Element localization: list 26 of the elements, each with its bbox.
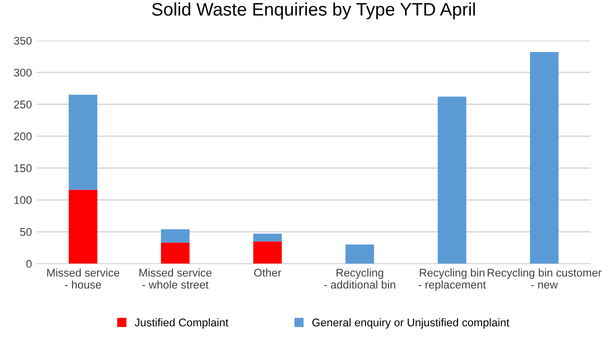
bar [530,52,559,264]
y-tick-label: 200 [14,132,32,140]
bar [160,229,190,243]
bar [68,190,98,264]
bar [68,94,98,190]
legend-label: Justified Complaint [134,318,228,329]
bar [345,244,374,264]
y-tick-label: 150 [14,164,32,172]
legend-label: General enquiry or Unjustified complaint [312,318,510,329]
bar [438,96,466,264]
x-tick-label: Missed service - house [47,268,120,289]
y-tick-label: 300 [14,68,32,77]
y-tick-label: 50 [20,228,32,236]
bar [253,241,282,264]
chart-title: Solid Waste Enquiries by Type YTD April [152,2,475,20]
bar [160,242,190,264]
x-tick-label: Recycling bin - replacement [418,268,486,291]
bar [253,234,282,242]
y-tick-label: 100 [14,196,32,204]
x-tick-label: Other [254,268,282,277]
y-tick-label: 250 [14,100,32,108]
y-tick-label: 350 [14,36,32,45]
x-tick-label: Recycling - additional bin [324,268,396,289]
y-tick-label: 0 [26,260,32,268]
x-tick-label: Missed service - whole street [139,268,212,289]
x-tick-label: Recycling bin customer - new [488,268,602,289]
